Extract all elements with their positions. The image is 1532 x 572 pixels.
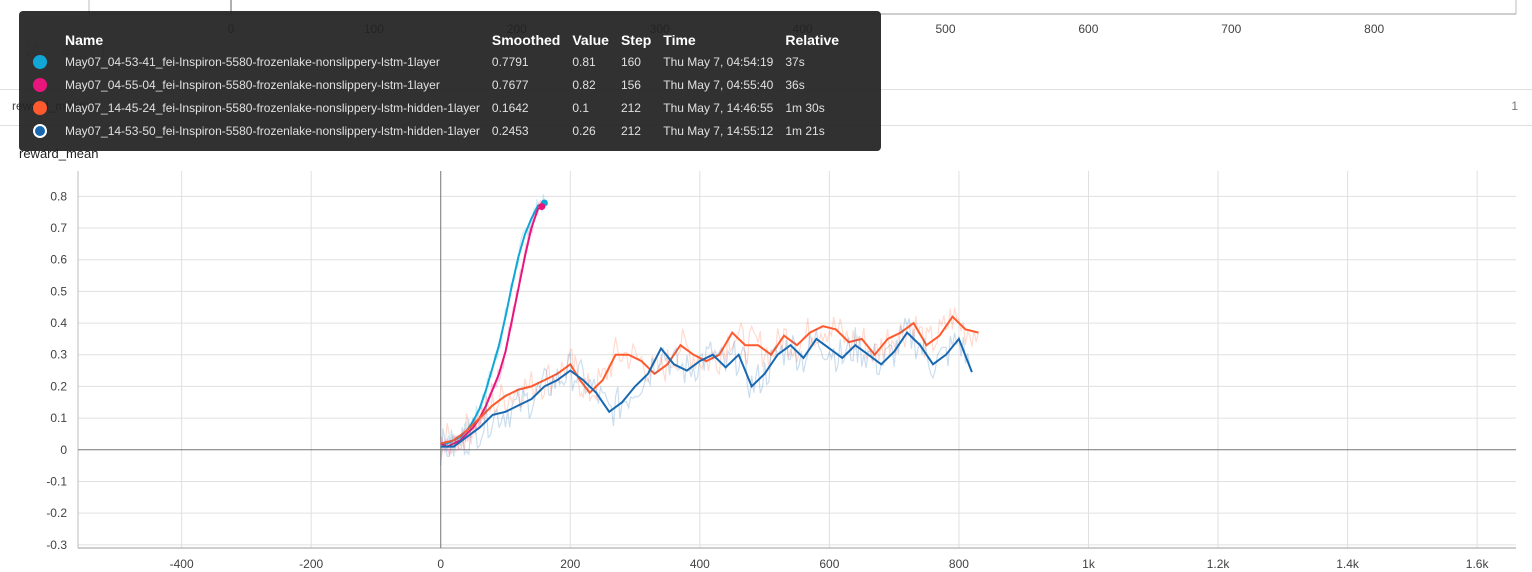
y-tick-label: 0.6 — [50, 253, 67, 267]
tooltip-run-name: May07_14-45-24_fei-Inspiron-5580-frozenl… — [65, 100, 480, 115]
tooltip-value: 0.81 — [572, 54, 596, 69]
x-tick-label: 1.6k — [1466, 557, 1490, 571]
tooltip-row: May07_04-53-41_fei-Inspiron-5580-frozenl… — [29, 50, 845, 73]
tooltip-time: Thu May 7, 04:54:19 — [663, 54, 774, 69]
y-tick-label: -0.1 — [46, 474, 67, 488]
tooltip-header-name: Name — [65, 32, 104, 48]
tooltip-smoothed: 0.7677 — [491, 77, 529, 92]
tooltip-header-row: Name Smoothed Value Step Time Relative — [29, 30, 845, 50]
tooltip-smoothed: 0.2453 — [491, 123, 529, 138]
series-smoothed-line — [440, 205, 543, 448]
y-tick-label: 0.7 — [50, 221, 67, 235]
x-tick-label: 400 — [690, 557, 710, 571]
x-tick-label: -400 — [170, 557, 194, 571]
tooltip-smoothed: 0.1642 — [491, 100, 529, 115]
tooltip-row: May07_04-55-04_fei-Inspiron-5580-frozenl… — [29, 73, 845, 96]
x-tick-label: 600 — [819, 557, 839, 571]
series-raw-line — [440, 317, 973, 466]
upper-chart-tick-label: 500 — [935, 22, 955, 36]
tooltip-smoothed: 0.7791 — [491, 54, 529, 69]
tooltip-color-header — [29, 30, 59, 50]
x-tick-label: 0 — [437, 557, 444, 571]
tooltip-relative: 37s — [785, 54, 805, 69]
y-tick-label: 0.2 — [50, 379, 67, 393]
tooltip-time: Thu May 7, 04:55:40 — [663, 77, 774, 92]
x-tick-label: 1.4k — [1336, 557, 1360, 571]
series-raw-line — [440, 307, 979, 461]
series-color-dot — [33, 100, 47, 115]
tooltip-relative: 1m 30s — [785, 100, 825, 115]
tooltip-header-smoothed: Smoothed — [491, 32, 561, 48]
tooltip-value: 0.82 — [572, 77, 596, 92]
tooltip-step: 160 — [620, 54, 641, 69]
tooltip-header-relative: Relative — [785, 32, 840, 48]
tooltip-run-name: May07_04-55-04_fei-Inspiron-5580-frozenl… — [65, 77, 440, 92]
tooltip-header-value: Value — [572, 32, 609, 48]
x-tick-label: 1.2k — [1207, 557, 1231, 571]
series-hover-marker — [538, 203, 546, 211]
x-tick-label: 1k — [1082, 557, 1096, 571]
series-color-dot — [33, 54, 47, 69]
tooltip-value: 0.26 — [572, 123, 596, 138]
upper-chart-tick-label: 700 — [1221, 22, 1241, 36]
tooltip-row: May07_14-53-50_fei-Inspiron-5580-frozenl… — [29, 119, 845, 142]
tooltip-value: 0.1 — [572, 100, 590, 115]
tooltip-run-name: May07_04-53-41_fei-Inspiron-5580-frozenl… — [65, 54, 440, 69]
group-count-badge: 1 — [1511, 99, 1518, 113]
chart-axes — [77, 171, 1516, 549]
tooltip-step: 212 — [620, 100, 641, 115]
series-smoothed-line — [440, 315, 979, 445]
tooltip-step: 212 — [620, 123, 641, 138]
tooltip-header-step: Step — [620, 32, 652, 48]
y-tick-label: 0.8 — [50, 189, 67, 203]
series-color-dot — [33, 77, 47, 92]
x-tick-label: -200 — [299, 557, 323, 571]
chart-grid — [78, 171, 1516, 548]
series-smoothed-line — [440, 331, 973, 448]
tooltip-table: Name Smoothed Value Step Time Relative M… — [29, 30, 845, 142]
chart-tick-labels: -400 -200 0 200 400 600 800 1k 1.2k 1.4k 1.6k -0.3 -… — [46, 189, 1489, 571]
tooltip-relative: 36s — [785, 77, 805, 92]
y-tick-label: -0.3 — [46, 538, 67, 552]
y-tick-label: -0.2 — [46, 506, 67, 520]
x-tick-label: 200 — [560, 557, 580, 571]
tooltip-step: 156 — [620, 77, 641, 92]
x-tick-label: 800 — [949, 557, 969, 571]
chart-series — [440, 194, 979, 466]
y-tick-label: 0 — [60, 443, 67, 457]
tooltip-time: Thu May 7, 14:46:55 — [663, 100, 774, 115]
y-tick-label: 0.3 — [50, 348, 67, 362]
tooltip-row: May07_14-45-24_fei-Inspiron-5580-frozenl… — [29, 96, 845, 119]
tooltip-run-name: May07_14-53-50_fei-Inspiron-5580-frozenl… — [65, 123, 480, 138]
tooltip-relative: 1m 21s — [785, 123, 825, 138]
tooltip-header-time: Time — [663, 32, 696, 48]
y-tick-label: 0.1 — [50, 411, 67, 425]
tooltip-time: Thu May 7, 14:55:12 — [663, 123, 774, 138]
y-tick-label: 0.4 — [50, 316, 67, 330]
reward-mean-chart[interactable]: -400 -200 0 200 400 600 800 1k 1.2k 1.4k 1.6k -0.3 -… — [0, 160, 1532, 572]
upper-chart-tick-label: 800 — [1364, 22, 1384, 36]
y-tick-label: 0.5 — [50, 284, 67, 298]
hover-tooltip: Name Smoothed Value Step Time Relative M… — [19, 11, 881, 151]
series-color-dot — [33, 123, 47, 138]
upper-chart-tick-label: 600 — [1078, 22, 1098, 36]
